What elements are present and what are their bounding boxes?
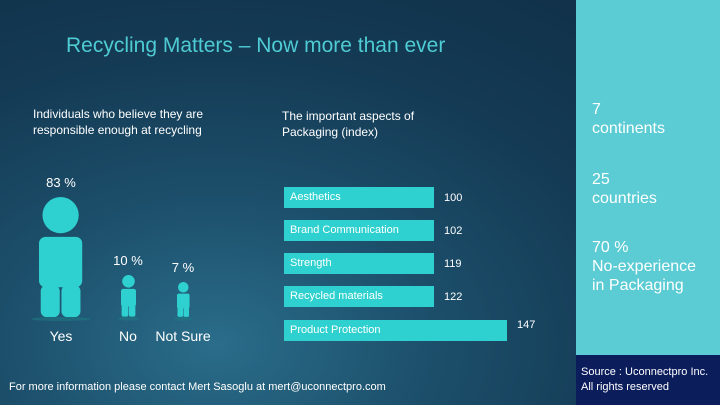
person-body bbox=[120, 289, 136, 307]
stat-value: 70 % bbox=[592, 239, 629, 256]
category-label: Yes bbox=[49, 328, 73, 344]
bar bbox=[284, 187, 434, 208]
responsibility-chart-title: Individuals who believe they are respons… bbox=[33, 107, 204, 137]
person-leg bbox=[41, 285, 61, 317]
person-head bbox=[177, 282, 189, 293]
stat-label: continents bbox=[592, 120, 665, 137]
slide-title: Recycling Matters – Now more than ever bbox=[66, 34, 446, 57]
person-shadow bbox=[32, 317, 91, 321]
bar-value-label: 147 bbox=[517, 319, 536, 331]
bar-category-label: Recycled materials bbox=[290, 290, 383, 302]
person-icon bbox=[32, 197, 91, 321]
person-leg bbox=[61, 285, 81, 317]
bar bbox=[284, 253, 434, 274]
person-icon bbox=[174, 282, 192, 321]
bar-value-label: 119 bbox=[444, 258, 462, 270]
bar-value-label: 122 bbox=[444, 291, 463, 303]
stat-countries: 25 countries bbox=[592, 170, 657, 208]
bar-row: Product Protection 147 bbox=[284, 319, 547, 341]
bar-row: Recycled materials 122 bbox=[284, 286, 474, 307]
person-icon bbox=[117, 275, 139, 321]
stat-label: No-experience in Packaging bbox=[592, 258, 697, 294]
bar bbox=[284, 286, 434, 307]
person-shadow bbox=[117, 316, 139, 321]
person-leg bbox=[183, 306, 189, 317]
source-box: Source : Uconnectpro Inc. All rights res… bbox=[576, 355, 720, 405]
value-label: 83 % bbox=[46, 175, 76, 190]
bar-category-label: Product Protection bbox=[290, 324, 381, 336]
category-label: Not Sure bbox=[155, 328, 211, 344]
side-panel: 7 continents 25 countries 70 % No-experi… bbox=[576, 0, 720, 355]
person-body bbox=[39, 236, 83, 288]
bar-category-label: Brand Communication bbox=[290, 224, 399, 236]
category-label: No bbox=[119, 328, 137, 344]
stat-value: 25 bbox=[592, 171, 610, 188]
person-head bbox=[121, 275, 135, 288]
footer-contact: For more information please contact Mert… bbox=[9, 381, 386, 393]
bar-row: Brand Communication 102 bbox=[284, 220, 474, 241]
bar-row: Aesthetics 100 bbox=[284, 187, 474, 208]
person-leg bbox=[121, 304, 128, 317]
packaging-chart-title: The important aspects of Packaging (inde… bbox=[282, 109, 415, 139]
person-body bbox=[176, 293, 190, 309]
person-head bbox=[42, 197, 80, 234]
person-leg bbox=[128, 304, 135, 317]
source-text: Source : Uconnectpro Inc. bbox=[581, 366, 709, 378]
person-shadow bbox=[174, 316, 192, 321]
stat-label: countries bbox=[592, 190, 657, 207]
bar-value-label: 102 bbox=[444, 225, 463, 237]
bar-category-label: Aesthetics bbox=[290, 191, 341, 203]
stat-continents: 7 continents bbox=[592, 100, 665, 138]
value-label: 10 % bbox=[113, 253, 143, 269]
stat-value: 7 bbox=[592, 101, 601, 118]
bar-row: Strength 119 bbox=[284, 253, 474, 274]
rights-text: All rights reserved bbox=[581, 381, 670, 393]
value-label: 7 % bbox=[171, 260, 195, 276]
bar bbox=[284, 220, 434, 241]
bar-category-label: Strength bbox=[290, 257, 332, 269]
person-leg bbox=[177, 306, 183, 317]
bar-value-label: 100 bbox=[444, 192, 463, 204]
bar bbox=[284, 320, 507, 341]
stat-no-experience: 70 % No-experience in Packaging bbox=[592, 238, 712, 295]
